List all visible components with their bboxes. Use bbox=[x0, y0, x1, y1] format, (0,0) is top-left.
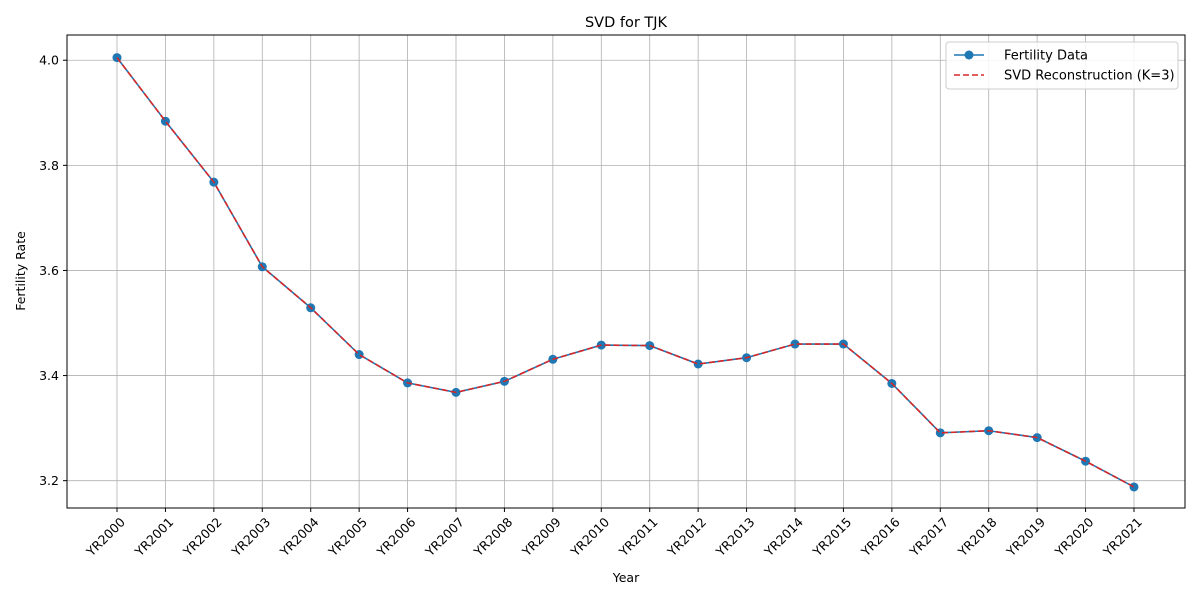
grid bbox=[67, 35, 1185, 508]
series-layer bbox=[112, 53, 1139, 492]
y-tick-label: 3.6 bbox=[39, 263, 59, 278]
y-tick-label: 3.2 bbox=[39, 473, 59, 488]
legend: Fertility Data SVD Reconstruction (K=3) bbox=[945, 41, 1179, 90]
data-point-fertility-data bbox=[693, 359, 703, 369]
legend-label-fertility-data: Fertility Data bbox=[1004, 49, 1088, 64]
plot-frame bbox=[66, 34, 1186, 509]
y-tick-label: 3.8 bbox=[39, 158, 59, 173]
y-tick-label: 4.0 bbox=[39, 53, 59, 68]
legend-label-svd-reconstruction: SVD Reconstruction (K=3) bbox=[1004, 69, 1175, 84]
legend-box bbox=[945, 41, 1179, 90]
data-point-fertility-data bbox=[1129, 482, 1139, 492]
data-point-fertility-data bbox=[790, 339, 800, 349]
x-axis-label: Year bbox=[612, 570, 640, 585]
y-axis-label: Fertility Rate bbox=[13, 231, 28, 311]
chart-title: SVD for TJK bbox=[585, 15, 668, 31]
y-tick-label: 3.4 bbox=[39, 368, 59, 383]
legend-marker-fertility-data bbox=[964, 50, 974, 60]
series-line-svd-reconstruction bbox=[116, 57, 1135, 488]
